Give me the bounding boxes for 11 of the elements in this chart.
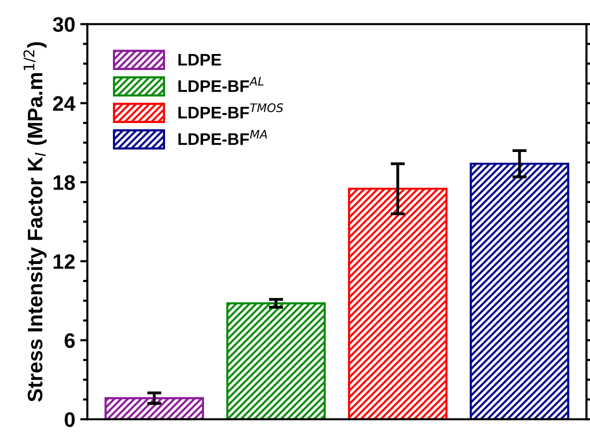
y-tick-label: 12 (54, 254, 75, 269)
legend-label: LDPE-BF$^{MA}$ (178, 130, 267, 145)
legend-label: LDPE-BF$^{AL}$ (178, 76, 264, 92)
y-axis-title: Stress Intensity Factor K$_{I}$ (MPa.m$^{1/2}$) (23, 42, 47, 402)
legend-label: LDPE-BF$^{TMOS}$ (178, 103, 284, 118)
y-tick-label: 30 (52, 17, 75, 32)
y-tick-label: 18 (54, 175, 75, 190)
y-tick-label: 0 (64, 412, 75, 427)
y-tick-label: 24 (53, 96, 76, 111)
y-tick-label: 6 (64, 333, 75, 348)
legend-label: LDPE (178, 54, 222, 66)
